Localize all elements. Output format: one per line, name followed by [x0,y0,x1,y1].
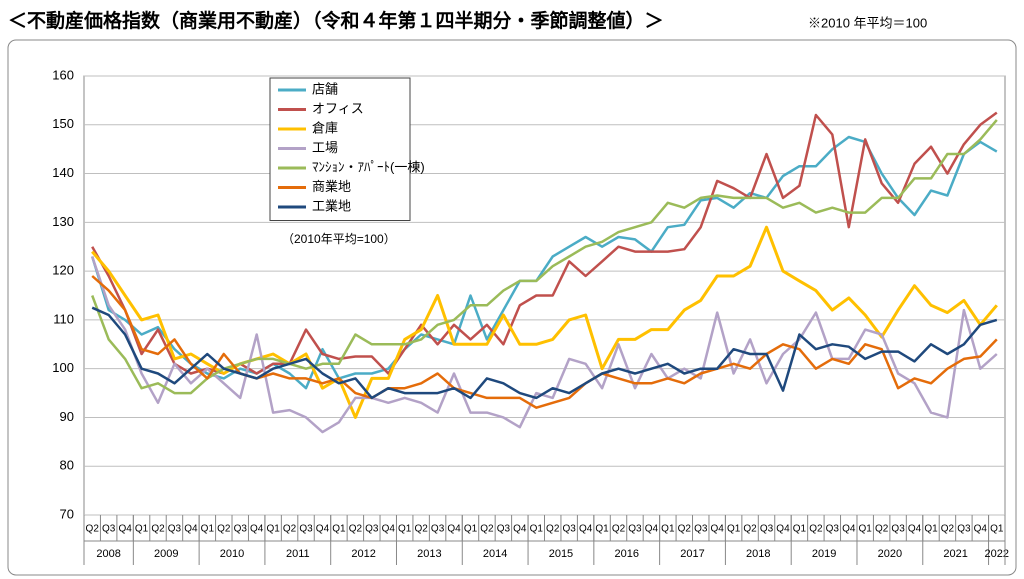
legend-label: 工業地 [312,198,351,213]
legend-label: ﾏﾝｼｮﾝ・ｱﾊﾟｰﾄ(一棟) [312,159,425,174]
chart-subtitle: ※2010 年平均＝100 [808,15,927,30]
x-tick-label: Q4 [184,524,198,535]
x-tick-label: Q3 [891,524,905,535]
x-tick-label: Q2 [875,524,889,535]
x-tick-label: Q2 [151,524,165,535]
year-label: 2019 [812,548,836,560]
x-tick-label: Q2 [283,524,297,535]
x-tick-label: Q4 [842,524,856,535]
year-label: 2016 [614,548,638,560]
y-tick-label: 140 [52,165,74,180]
x-tick-label: Q4 [579,524,593,535]
legend-label: 工場 [312,140,338,155]
year-label: 2011 [286,548,310,560]
x-tick-label: Q1 [201,524,215,535]
x-tick-label: Q1 [266,524,280,535]
x-tick-label: Q4 [382,524,396,535]
x-tick-label: Q3 [957,524,971,535]
x-tick-label: Q3 [102,524,116,535]
x-tick-label: Q1 [793,524,807,535]
x-tick-label: Q1 [924,524,938,535]
x-tick-label: Q3 [826,524,840,535]
year-label: 2012 [351,548,375,560]
y-tick-label: 160 [52,67,74,82]
year-label: 2015 [549,548,573,560]
year-label: 2010 [220,548,244,560]
year-label: 2022 [985,548,1009,560]
x-tick-label: Q1 [332,524,346,535]
year-label: 2013 [417,548,441,560]
y-tick-label: 110 [53,311,74,326]
series-line [91,256,998,434]
series-line [91,119,998,395]
x-tick-label: Q3 [760,524,774,535]
x-tick-label: Q4 [711,524,725,535]
x-tick-label: Q1 [135,524,149,535]
x-tick-label: Q2 [678,524,692,535]
x-tick-label: Q2 [546,524,560,535]
annotation: （2010年平均=100） [282,232,396,246]
x-tick-label: Q4 [645,524,659,535]
legend-label: 倉庫 [312,120,338,135]
x-tick-label: Q1 [859,524,873,535]
x-tick-label: Q2 [349,524,363,535]
year-label: 2008 [96,548,120,560]
legend-label: オフィス [312,101,364,116]
y-tick-label: 100 [52,360,74,375]
x-tick-label: Q4 [316,524,330,535]
x-tick-label: Q3 [234,524,248,535]
legend-label: 店舗 [312,81,338,96]
x-tick-label: Q2 [743,524,757,535]
y-tick-label: 150 [52,116,74,131]
x-tick-label: Q2 [414,524,428,535]
y-tick-label: 70 [60,506,74,521]
x-tick-label: Q1 [398,524,412,535]
series-line [91,225,998,419]
x-tick-label: Q1 [464,524,478,535]
x-tick-label: Q4 [118,524,132,535]
series-line [91,306,998,400]
x-tick-label: Q3 [365,524,379,535]
year-label: 2014 [483,548,507,560]
year-label: 2009 [154,548,178,560]
chart-title: ＜不動産価格指数（商業用不動産）（令和４年第１四半期分・季節調整値）＞ [8,9,664,32]
year-label: 2021 [943,548,967,560]
x-tick-label: Q1 [595,524,609,535]
year-label: 2020 [878,548,902,560]
x-tick-label: Q2 [217,524,231,535]
y-tick-label: 80 [60,458,74,473]
x-tick-label: Q2 [612,524,626,535]
y-tick-label: 90 [60,409,74,424]
x-tick-label: Q4 [908,524,922,535]
y-tick-label: 130 [52,214,74,229]
x-tick-label: Q1 [661,524,675,535]
year-label: 2018 [746,548,770,560]
year-label: 2017 [680,548,704,560]
legend-label: 商業地 [312,179,351,194]
y-tick-label: 120 [52,263,74,278]
x-tick-label: Q4 [447,524,461,535]
x-tick-label: Q3 [628,524,642,535]
x-tick-label: Q1 [727,524,741,535]
x-tick-label: Q4 [974,524,988,535]
x-tick-label: Q3 [431,524,445,535]
x-tick-label: Q3 [562,524,576,535]
x-tick-label: Q2 [809,524,823,535]
series-line [91,135,998,390]
x-tick-label: Q4 [250,524,264,535]
x-tick-label: Q3 [694,524,708,535]
x-tick-label: Q3 [168,524,182,535]
x-tick-label: Q4 [513,524,527,535]
x-tick-label: Q3 [497,524,511,535]
x-tick-label: Q2 [480,524,494,535]
x-tick-label: Q1 [530,524,544,535]
x-tick-label: Q4 [776,524,790,535]
x-tick-label: Q1 [990,524,1004,535]
chart-frame [7,39,1017,576]
x-tick-label: Q3 [299,524,313,535]
x-tick-label: Q2 [941,524,955,535]
x-tick-label: Q2 [86,524,100,535]
